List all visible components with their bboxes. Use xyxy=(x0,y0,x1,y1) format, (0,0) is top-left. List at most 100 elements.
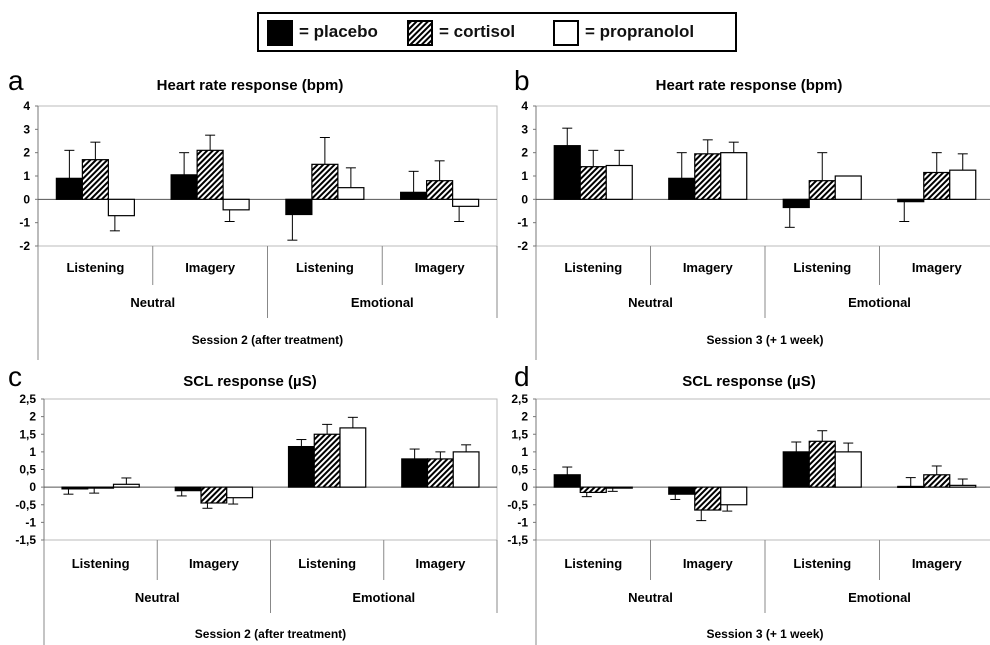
x-category-label: Imagery xyxy=(912,556,963,571)
session-label: Session 2 (after treatment) xyxy=(195,627,346,641)
y-tick-label: 2,5 xyxy=(19,392,36,406)
legend-swatch-cortisol xyxy=(407,20,433,46)
panel-letter: d xyxy=(514,361,530,392)
bar-placebo xyxy=(287,445,315,488)
bar-cortisol xyxy=(200,486,228,504)
x-category-label: Listening xyxy=(564,260,622,275)
y-tick-label: 2 xyxy=(521,146,528,160)
chart-title: Heart rate response (bpm) xyxy=(656,77,843,94)
bar-placebo xyxy=(400,191,428,200)
bar-cortisol xyxy=(579,166,607,200)
x-category-label: Imagery xyxy=(189,556,240,571)
y-tick-label: 2 xyxy=(521,410,528,424)
chart-title: SCL response (µS) xyxy=(682,373,815,390)
y-tick-label: 0 xyxy=(23,192,30,206)
y-tick-label: 0 xyxy=(521,192,528,206)
legend-label-placebo: = placebo xyxy=(299,22,378,41)
x-category-label: Imagery xyxy=(683,556,734,571)
bar-placebo xyxy=(553,145,581,200)
x-category-label: Listening xyxy=(564,556,622,571)
legend-label-cortisol: = cortisol xyxy=(439,22,516,41)
bar-placebo xyxy=(668,486,696,495)
y-tick-label: -1 xyxy=(517,515,528,529)
chart-panel-c: c SCL response (µS) 2,5 2 1,5 1 0,5 0 -0,5 -1 -1,5… xyxy=(8,361,498,645)
x-group-label: Neutral xyxy=(135,590,180,605)
bar-placebo xyxy=(553,474,581,488)
bar-placebo xyxy=(897,485,925,489)
x-group-label: Emotional xyxy=(352,590,415,605)
legend-label-propranolol: = propranolol xyxy=(585,22,695,41)
y-tick-label: 2,5 xyxy=(511,392,528,406)
x-group-label: Emotional xyxy=(848,590,911,605)
bar-cortisol xyxy=(313,433,341,488)
bar-propranolol xyxy=(720,486,748,506)
x-category-label: Listening xyxy=(793,260,851,275)
y-tick-label: -1 xyxy=(517,216,528,230)
x-group-label: Emotional xyxy=(351,295,414,310)
bar-placebo xyxy=(285,198,313,216)
bar-propranolol xyxy=(222,198,250,211)
y-tick-label: 0 xyxy=(521,480,528,494)
bar-propranolol xyxy=(452,451,480,488)
bar-propranolol xyxy=(226,486,254,499)
x-category-label: Listening xyxy=(66,260,124,275)
chart-panel-d: d SCL response (µS) 2,5 2 1,5 1 0,5 0 -0,5 -1 -1,5… xyxy=(507,361,990,645)
x-category-label: Imagery xyxy=(185,260,236,275)
bar-cortisol xyxy=(311,163,339,200)
y-tick-label: -2 xyxy=(19,239,30,253)
bar-propranolol xyxy=(452,198,480,207)
bar-cortisol xyxy=(694,486,722,511)
x-group-label: Neutral xyxy=(628,590,673,605)
plot-frame xyxy=(535,398,990,541)
chart-title: Heart rate response (bpm) xyxy=(157,77,344,94)
bar-cortisol xyxy=(923,171,951,200)
bar-cortisol xyxy=(426,180,454,200)
y-tick-label: 2 xyxy=(29,410,36,424)
bar-propranolol xyxy=(605,164,633,200)
y-tick-label: 1,5 xyxy=(19,427,36,441)
y-tick-label: -1 xyxy=(19,216,30,230)
bar-propranolol xyxy=(107,198,135,217)
chart-panel-b: b Heart rate response (bpm) 4 3 2 1 0 -1 -2 Liste… xyxy=(514,65,990,360)
bar-cortisol xyxy=(808,180,836,200)
y-tick-label: 1 xyxy=(29,445,36,459)
y-tick-label: -0,5 xyxy=(507,498,528,512)
y-tick-label: 1,5 xyxy=(511,427,528,441)
bar-placebo xyxy=(782,198,810,209)
chart-title: SCL response (µS) xyxy=(183,373,316,390)
y-tick-label: 2 xyxy=(23,146,30,160)
y-tick-label: -1,5 xyxy=(507,533,528,547)
x-category-label: Listening xyxy=(793,556,851,571)
x-category-label: Listening xyxy=(298,556,356,571)
bar-cortisol xyxy=(87,486,115,489)
x-category-label: Imagery xyxy=(415,556,466,571)
bar-placebo xyxy=(401,458,429,488)
bar-placebo xyxy=(174,486,202,492)
y-tick-label: 1 xyxy=(521,169,528,183)
bar-cortisol xyxy=(694,153,722,200)
bar-propranolol xyxy=(720,152,748,200)
y-tick-label: 4 xyxy=(521,99,528,113)
y-tick-label: 0,5 xyxy=(19,463,36,477)
x-group-label: Neutral xyxy=(130,295,175,310)
y-tick-label: 1 xyxy=(521,445,528,459)
x-category-label: Listening xyxy=(296,260,354,275)
bar-cortisol xyxy=(81,159,109,200)
y-tick-label: 3 xyxy=(521,122,528,136)
chart-legend: = placebo = cortisol = propranolol xyxy=(257,12,737,52)
x-group-label: Neutral xyxy=(628,295,673,310)
y-tick-label: -2 xyxy=(517,239,528,253)
panel-letter: a xyxy=(8,65,24,96)
bar-placebo xyxy=(782,451,810,488)
bar-cortisol xyxy=(426,458,454,488)
y-tick-label: -0,5 xyxy=(15,498,36,512)
y-tick-label: 4 xyxy=(23,99,30,113)
bar-propranolol xyxy=(949,169,977,200)
y-tick-label: 3 xyxy=(23,122,30,136)
bar-cortisol xyxy=(808,440,836,488)
y-tick-label: 0 xyxy=(29,480,36,494)
bar-placebo xyxy=(668,177,696,200)
bar-propranolol xyxy=(337,187,365,200)
